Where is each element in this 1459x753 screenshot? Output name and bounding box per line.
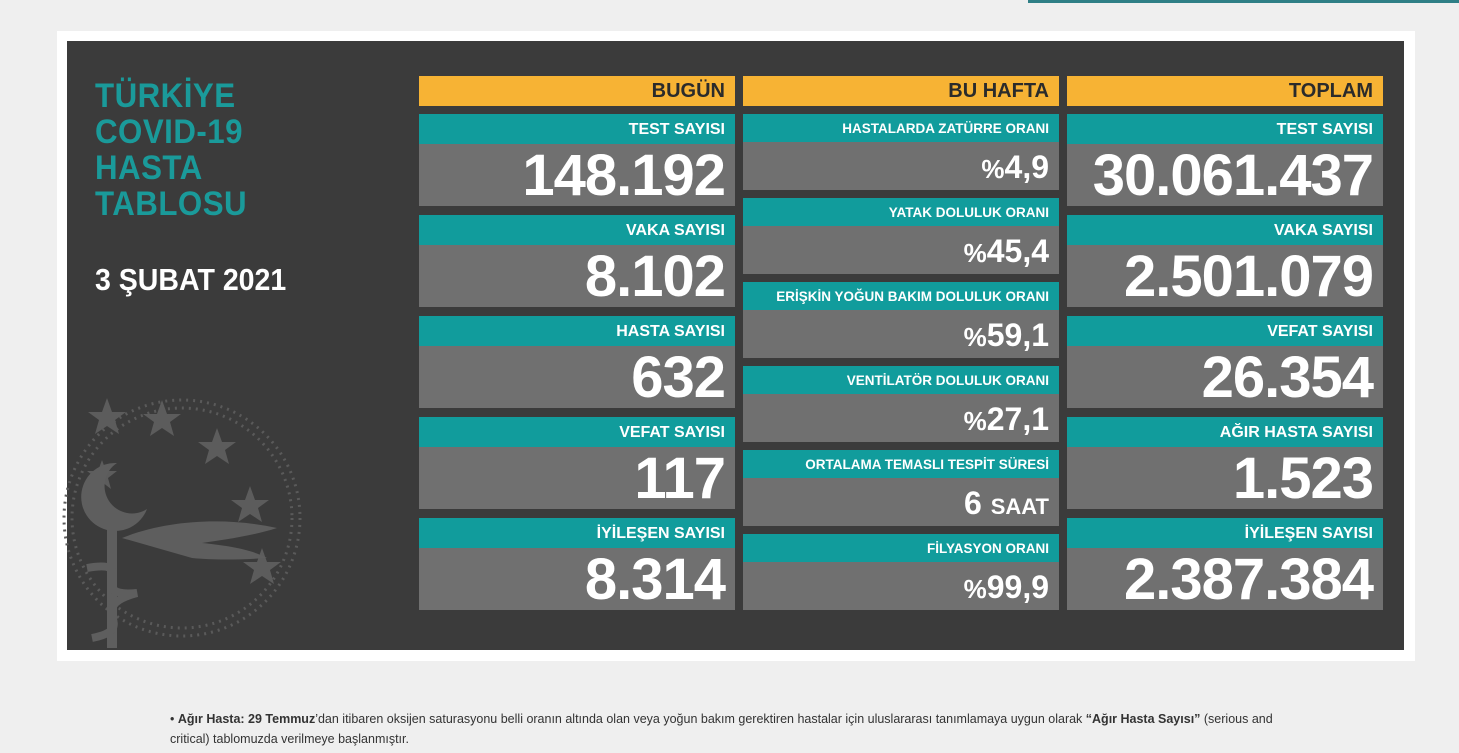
stat-label: ERİŞKİN YOĞUN BAKIM DOLULUK ORANI (743, 282, 1059, 310)
stat-number: 99,9 (986, 569, 1049, 605)
stat-value: %27,1 (743, 394, 1059, 442)
today-recovered-card: İYİLEŞEN SAYISI 8.314 (419, 518, 735, 612)
column-header-week: BU HAFTA (743, 76, 1059, 106)
week-pneumonia-card: HASTALARDA ZATÜRRE ORANI %4,9 (743, 114, 1059, 190)
stat-value: 26.354 (1067, 346, 1383, 410)
stat-label: HASTALARDA ZATÜRRE ORANI (743, 114, 1059, 142)
stat-value: %99,9 (743, 562, 1059, 610)
stat-label: VAKA SAYISI (1067, 215, 1383, 245)
stat-number: 45,4 (986, 233, 1049, 269)
stat-label: TEST SAYISI (419, 114, 735, 144)
total-recovered-card: İYİLEŞEN SAYISI 2.387.384 (1067, 518, 1383, 612)
report-date: 3 ŞUBAT 2021 (95, 262, 287, 297)
stat-value: 8.314 (419, 548, 735, 612)
title-line: TÜRKİYE (95, 77, 236, 115)
total-case-card: VAKA SAYISI 2.501.079 (1067, 215, 1383, 309)
stat-value: 117 (419, 447, 735, 511)
footnote: • Ağır Hasta: 29 Temmuz’dan itibaren oks… (170, 709, 1310, 749)
footnote-text: ’dan itibaren oksijen saturasyonu belli … (315, 712, 1086, 726)
stat-value: 2.501.079 (1067, 245, 1383, 309)
ministry-emblem-icon (62, 398, 302, 648)
title-line: COVID-19 (95, 113, 243, 151)
week-filiation-card: FİLYASYON ORANI %99,9 (743, 534, 1059, 610)
stat-label: YATAK DOLULUK ORANI (743, 198, 1059, 226)
today-patient-card: HASTA SAYISI 632 (419, 316, 735, 410)
dashboard-title: TÜRKİYE COVID-19 HASTA TABLOSU (95, 78, 247, 222)
footnote-text-end: (serious and critical) tablomuzda verilm… (170, 712, 1273, 746)
stat-value: %45,4 (743, 226, 1059, 274)
stat-value: 8.102 (419, 245, 735, 309)
stat-label: HASTA SAYISI (419, 316, 735, 346)
stat-value: 1.523 (1067, 447, 1383, 511)
percent-sign: % (963, 406, 987, 436)
percent-sign: % (981, 154, 1005, 184)
today-death-card: VEFAT SAYISI 117 (419, 417, 735, 511)
week-ventilator-card: VENTİLATÖR DOLULUK ORANI %27,1 (743, 366, 1059, 442)
title-line: HASTA (95, 149, 203, 187)
stat-label: İYİLEŞEN SAYISI (419, 518, 735, 548)
footnote-term: Ağır Hasta: (177, 712, 245, 726)
today-case-card: VAKA SAYISI 8.102 (419, 215, 735, 309)
stat-value: 30.061.437 (1067, 144, 1383, 208)
stat-label: VEFAT SAYISI (1067, 316, 1383, 346)
stat-number: 6 (964, 485, 982, 521)
percent-sign: % (963, 238, 987, 268)
stat-value: %59,1 (743, 310, 1059, 358)
total-critical-card: AĞIR HASTA SAYISI 1.523 (1067, 417, 1383, 511)
total-death-card: VEFAT SAYISI 26.354 (1067, 316, 1383, 410)
stat-label: VAKA SAYISI (419, 215, 735, 245)
stat-label: İYİLEŞEN SAYISI (1067, 518, 1383, 548)
footnote-bullet: • (170, 712, 175, 726)
footnote-date: 29 Temmuz (248, 712, 316, 726)
footnote-quote: “Ağır Hasta Sayısı” (1085, 712, 1201, 726)
percent-sign: % (963, 574, 987, 604)
stat-value: 6 SAAT (743, 478, 1059, 526)
stat-value: %4,9 (743, 142, 1059, 190)
column-header-today: BUGÜN (419, 76, 735, 106)
stat-label: FİLYASYON ORANI (743, 534, 1059, 562)
stat-label: AĞIR HASTA SAYISI (1067, 417, 1383, 447)
stat-label: VENTİLATÖR DOLULUK ORANI (743, 366, 1059, 394)
percent-sign: % (963, 322, 987, 352)
week-icu-occupancy-card: ERİŞKİN YOĞUN BAKIM DOLULUK ORANI %59,1 (743, 282, 1059, 358)
column-header-total: TOPLAM (1067, 76, 1383, 106)
total-test-card: TEST SAYISI 30.061.437 (1067, 114, 1383, 208)
title-line: TABLOSU (95, 185, 248, 223)
stat-label: TEST SAYISI (1067, 114, 1383, 144)
stat-number: 4,9 (1004, 149, 1049, 185)
stat-label: VEFAT SAYISI (419, 417, 735, 447)
stat-unit: SAAT (990, 494, 1049, 519)
top-accent-bar (1028, 0, 1459, 3)
week-bed-occupancy-card: YATAK DOLULUK ORANI %45,4 (743, 198, 1059, 274)
week-contact-tracing-card: ORTALAMA TEMASLI TESPİT SÜRESİ 6 SAAT (743, 450, 1059, 526)
stat-value: 2.387.384 (1067, 548, 1383, 612)
stat-value: 632 (419, 346, 735, 410)
stat-number: 59,1 (986, 317, 1049, 353)
stat-number: 27,1 (986, 401, 1049, 437)
today-test-card: TEST SAYISI 148.192 (419, 114, 735, 208)
stat-value: 148.192 (419, 144, 735, 208)
stat-label: ORTALAMA TEMASLI TESPİT SÜRESİ (743, 450, 1059, 478)
